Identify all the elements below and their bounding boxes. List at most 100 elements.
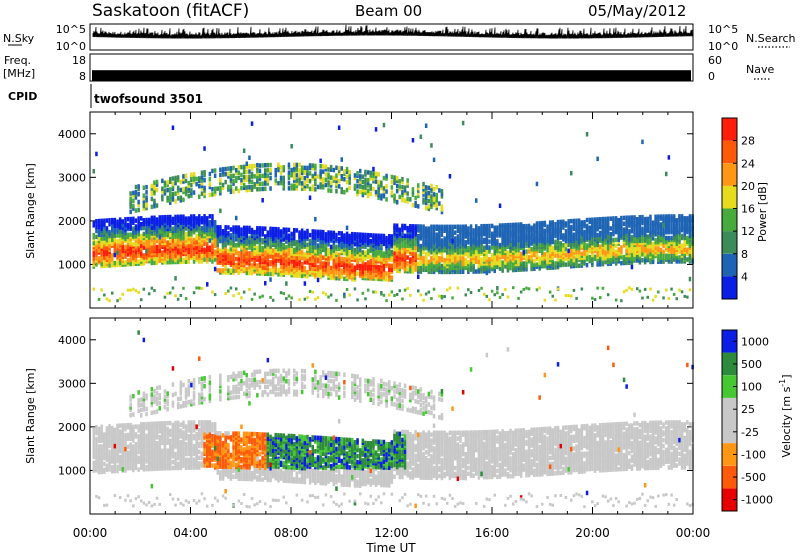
range-cell (253, 233, 256, 239)
range-cell (171, 181, 175, 186)
range-cell (250, 297, 254, 301)
range-cell (422, 197, 425, 202)
range-cell (319, 268, 322, 274)
range-cell (282, 233, 285, 238)
range-cell (633, 215, 636, 220)
range-cell (203, 170, 206, 175)
range-cell (374, 127, 378, 132)
range-cell (688, 276, 692, 282)
range-cell (382, 191, 386, 196)
range-cell (142, 225, 146, 231)
range-cell (533, 258, 536, 264)
nsky-trace (92, 24, 694, 39)
range-cell (327, 183, 330, 188)
range-cell (145, 200, 148, 206)
range-cell (477, 237, 481, 243)
range-cell (575, 253, 578, 259)
range-cell (388, 271, 391, 276)
range-cell (308, 165, 312, 171)
range-cell (298, 265, 301, 271)
range-cell (493, 293, 496, 297)
range-cell (166, 224, 169, 230)
range-cell (300, 186, 304, 191)
range-cell (403, 233, 407, 239)
range-cell (583, 243, 586, 248)
range-cell (438, 261, 441, 267)
range-cell (322, 255, 325, 260)
range-cell (446, 288, 449, 292)
range-cell (556, 219, 560, 225)
range-cell (264, 234, 267, 239)
range-cell (155, 217, 159, 222)
range-cell (377, 190, 380, 195)
range-cell (686, 295, 689, 299)
range-cell (258, 235, 262, 241)
range-cell (377, 193, 380, 198)
range-cell (250, 237, 254, 243)
range-cell (248, 177, 251, 182)
range-cell (430, 250, 433, 255)
range-cell (385, 184, 388, 189)
range-cell (675, 241, 678, 247)
range-cell (277, 238, 280, 244)
range-cell (329, 244, 333, 250)
range-cell (166, 182, 169, 188)
range-cell (121, 240, 124, 246)
range-cell (208, 220, 212, 225)
range-cell (337, 270, 341, 275)
range-cell (258, 263, 262, 268)
range-cell (166, 292, 169, 295)
range-cell (522, 228, 525, 233)
range-cell (137, 220, 140, 225)
range-cell (285, 233, 288, 238)
range-cell (369, 238, 372, 244)
range-cell (680, 290, 684, 294)
range-cell (224, 172, 227, 177)
range-cell (446, 238, 449, 243)
range-cell (308, 248, 312, 254)
range-cell (359, 238, 362, 243)
range-cell (103, 240, 106, 245)
range-cell (340, 231, 343, 236)
range-cell (440, 232, 444, 237)
range-cell (599, 296, 602, 300)
range-cell (567, 242, 570, 248)
range-cell (424, 255, 428, 261)
range-cell (111, 253, 114, 258)
range-cell (472, 232, 475, 237)
range-cell (253, 174, 256, 179)
nsearch-label: N.Search (746, 32, 796, 45)
range-cell (651, 298, 655, 302)
range-cell (483, 265, 486, 270)
range-cell (622, 215, 626, 221)
range-cell (219, 191, 222, 196)
range-cell (622, 254, 626, 260)
range-cell (290, 144, 293, 149)
range-cell (424, 192, 428, 198)
range-cell (200, 191, 204, 196)
range-cell (142, 193, 146, 198)
range-cell (216, 246, 219, 252)
range-cell (187, 193, 190, 199)
range-cell (456, 253, 460, 259)
range-cell (277, 167, 280, 173)
range-cell (266, 238, 270, 243)
range-cell (235, 268, 238, 273)
range-cell (192, 174, 196, 180)
range-cell (293, 175, 296, 181)
range-cell (298, 269, 301, 274)
range-cell (646, 253, 649, 259)
range-cell (311, 290, 314, 294)
range-cell (509, 260, 512, 265)
range-cell (319, 249, 322, 254)
range-cell (324, 243, 328, 249)
range-cell (213, 249, 217, 254)
range-cell (377, 182, 380, 188)
range-cell (672, 224, 676, 229)
range-cell (227, 231, 230, 236)
range-cell (295, 162, 299, 168)
range-cell (169, 195, 172, 200)
range-cell (543, 252, 547, 257)
range-cell (290, 170, 293, 175)
range-cell (630, 254, 634, 259)
